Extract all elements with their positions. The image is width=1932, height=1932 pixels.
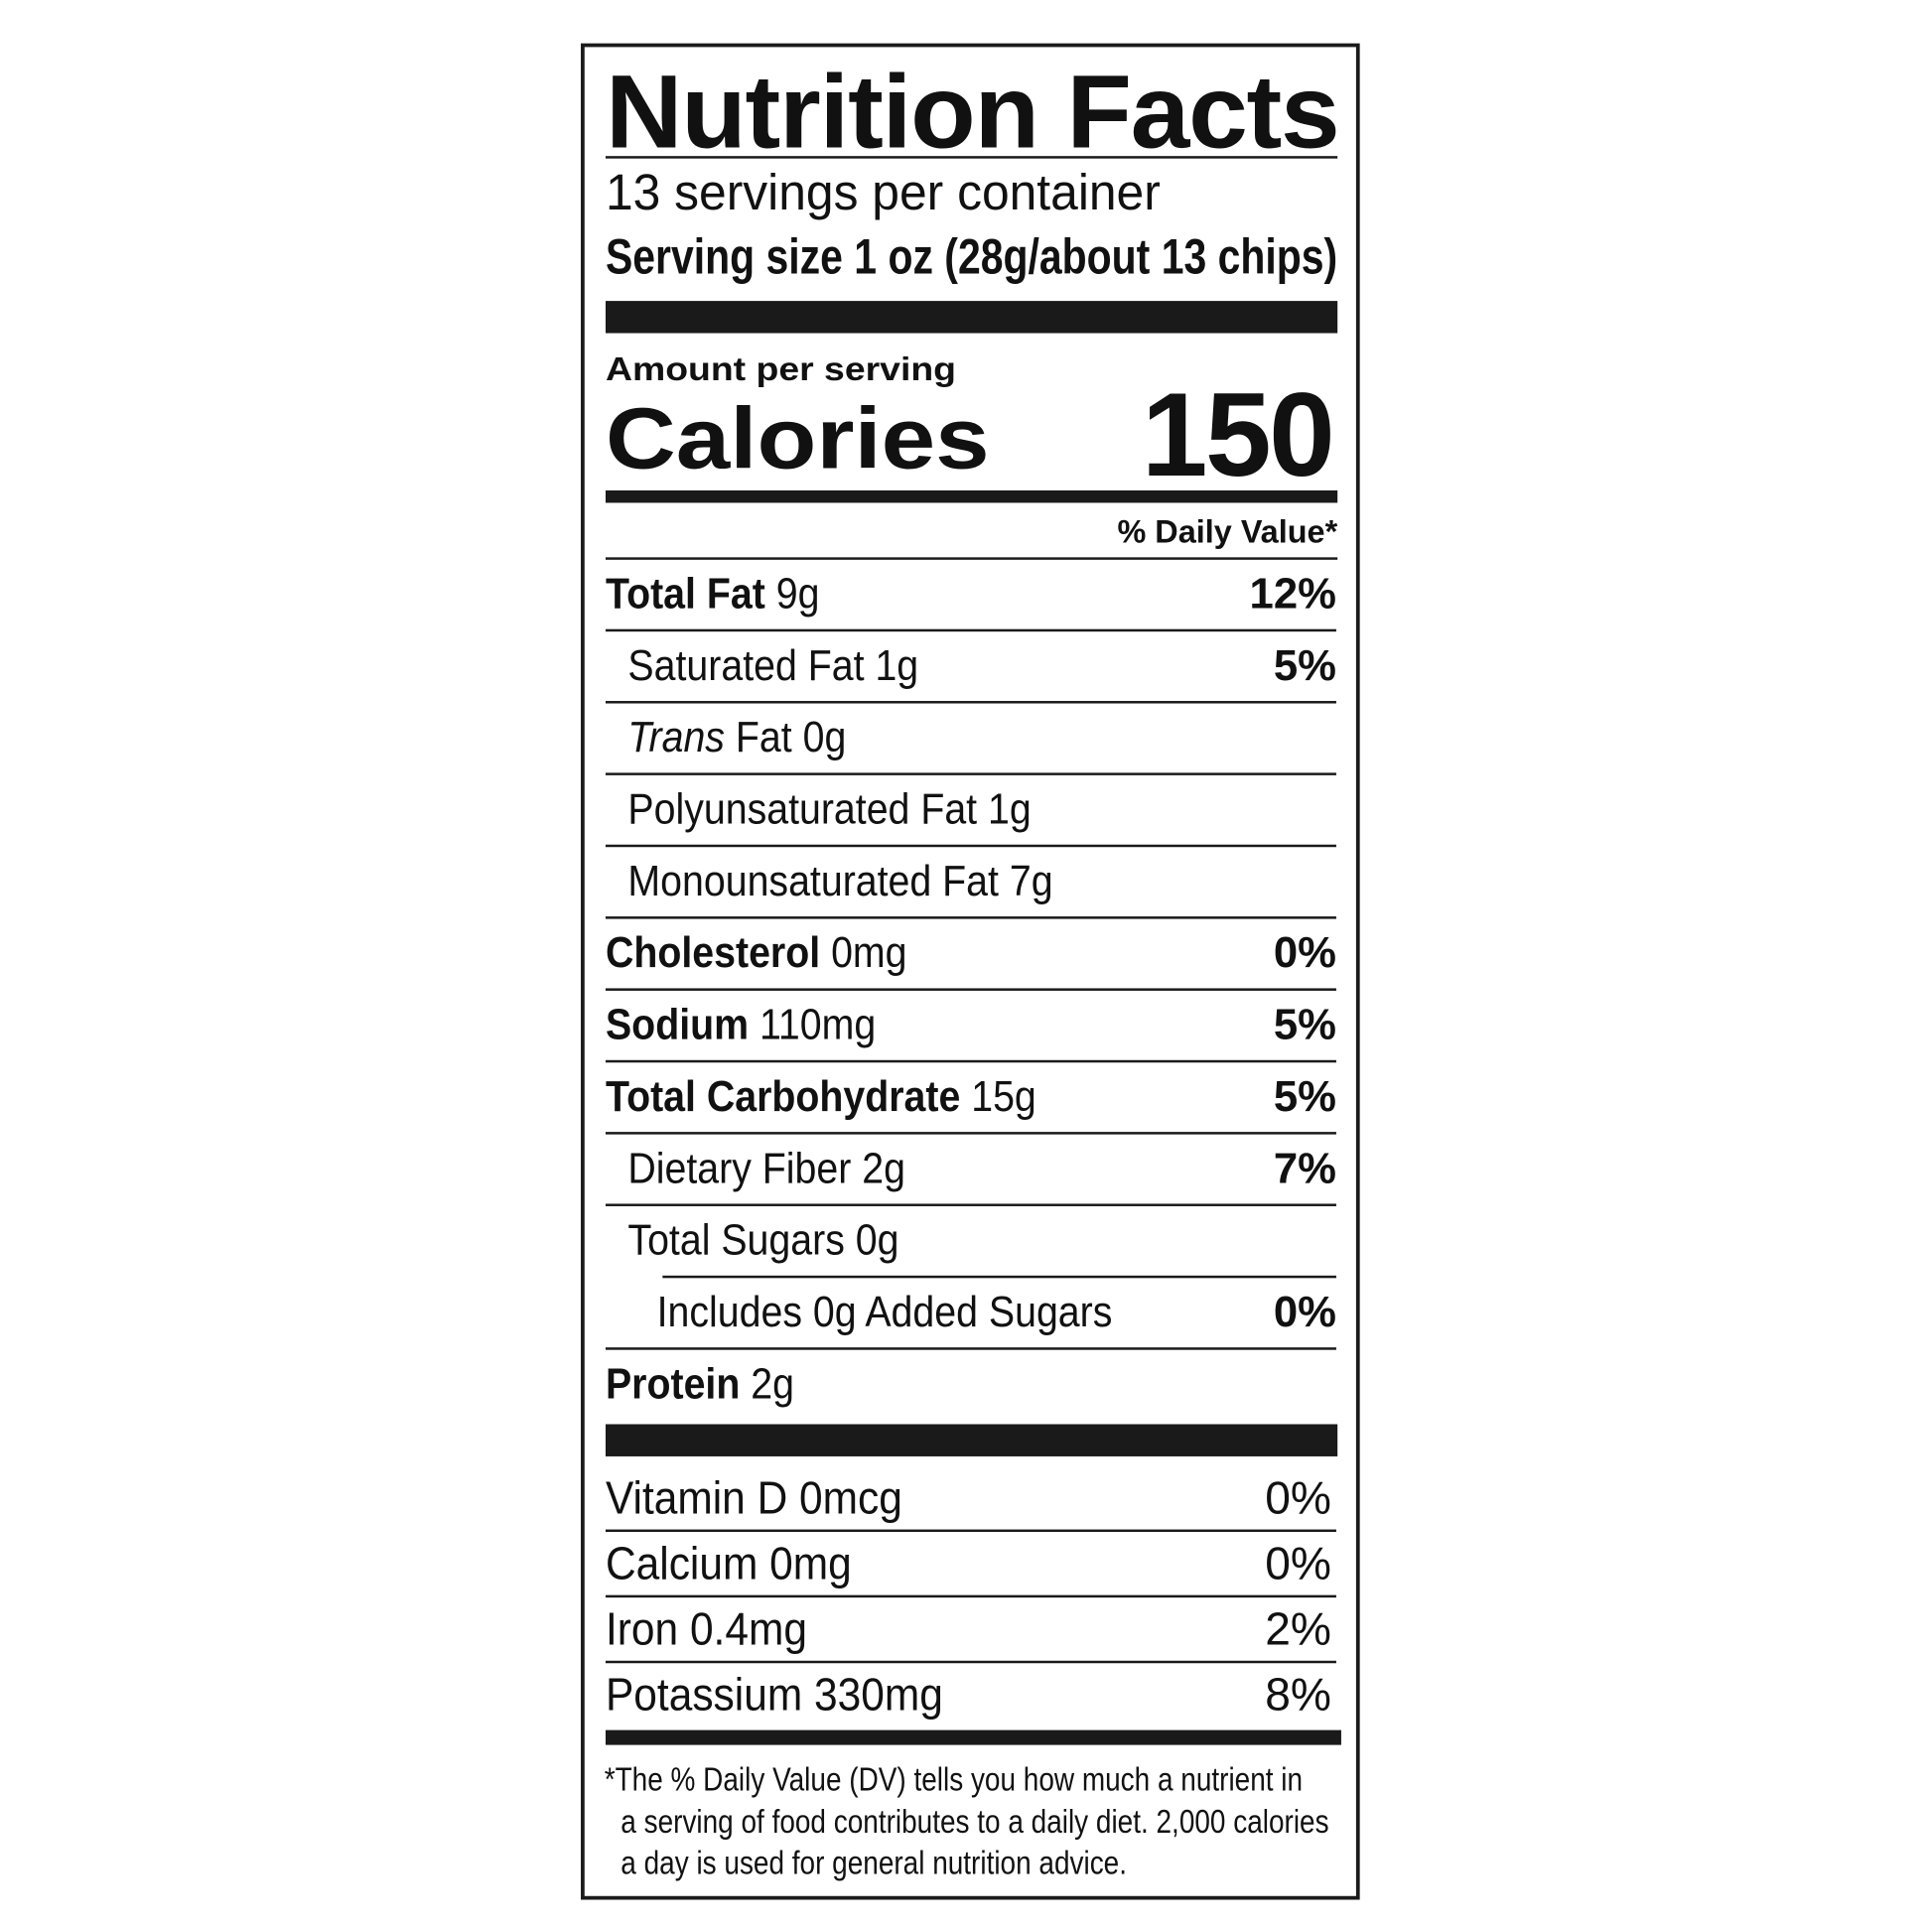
calories-value: 150 [1141,368,1335,502]
vitamin-row: Iron 0.4mg 2% [605,1597,1336,1664]
daily-value-percent: 0% [1273,1288,1336,1336]
nutrient-row: Cholesterol 0mg 0% [605,919,1336,991]
vitamin-name: Vitamin D 0mcg [605,1471,902,1523]
nutrient-label: Protein [605,1359,741,1409]
nutrient-name: Sodium 110mg [606,1001,876,1050]
nutrient-row: Sodium 110mg 5% [605,991,1336,1063]
vitamin-percent: 0% [1265,1471,1331,1523]
amount-per-serving: Amount per serving [606,350,1337,387]
vitamin-percent: 0% [1265,1537,1331,1588]
nutrient-label: Dietary Fiber [627,1144,852,1193]
nutrient-name: Total Fat 9g [606,570,819,620]
nutrient-amount: 9g [775,569,820,619]
footnote-line: a serving of food contributes to a daily… [621,1802,1329,1841]
nutrient-label: Sodium [605,1000,750,1049]
daily-value-percent: 12% [1249,569,1336,619]
nutrient-amount: 1g [988,784,1032,834]
footnote-line: *The % Daily Value (DV) tells you how mu… [604,1760,1304,1799]
nutrient-name: Polyunsaturated Fat 1g [606,784,1032,835]
thick-divider [605,1424,1338,1456]
nutrient-label: Total Fat [605,569,765,619]
nutrient-label: Fat [735,713,792,762]
servings-text: 13 servings per container [605,163,1161,221]
nutrient-name: Trans Fat 0g [606,714,846,763]
nutrient-amount: 1g [875,641,919,690]
serving-size: Serving size 1 oz (28g/about 13 chips) [606,229,1337,286]
vitamin-row: Potassium 330mg 8% [606,1663,1336,1726]
divider [662,1275,1336,1279]
nutrient-row: Total Fat 9g 12% [605,560,1336,632]
vitamin-name: Iron 0.4mg [605,1602,807,1654]
nutrient-label: Total Sugars [627,1215,845,1265]
label-title: Nutrition Facts [605,53,1340,170]
vitamin-percent: 2% [1265,1602,1331,1654]
nutrient-label: Monounsaturated Fat [627,857,999,905]
nutrient-italic-name: Trans [627,713,725,762]
nutrient-row: Trans Fat 0g [605,704,1336,775]
nutrient-row: Includes 0g Added Sugars 0% [605,1278,1336,1350]
serving-size-text: Serving size 1 oz (28g/about 13 chips) [605,230,1338,285]
vitamin-row: Vitamin D 0mcg 0% [605,1466,1336,1533]
nutrient-row: Monounsaturated Fat 7g [605,847,1336,919]
daily-value-percent: 5% [1273,1000,1336,1049]
calories-label: Calories [605,389,990,487]
nutrient-name: Cholesterol 0mg [606,929,907,979]
nutrient-label: Saturated Fat [627,641,865,690]
nutrient-name: Protein 2g [606,1360,794,1410]
vitamin-percent: 8% [1265,1668,1331,1721]
label-border [581,43,1360,1900]
amount-text: Amount per serving [605,350,956,388]
nutrient-amount: 2g [862,1144,905,1193]
footnote-line: a day is used for general nutrition advi… [621,1844,1127,1881]
nutrient-amount: 15g [971,1072,1036,1121]
servings-per-container: 13 servings per container [606,165,1337,219]
vitamin-row: Calcium 0mg 0% [605,1532,1336,1598]
nutrient-name: Monounsaturated Fat 7g [606,857,1053,906]
nutrient-row: Protein 2g [606,1350,1336,1420]
nutrient-name: Total Carbohydrate 15g [606,1072,1036,1122]
daily-value-percent: 0% [1273,928,1336,978]
nutrient-row: Dietary Fiber 2g 7% [605,1135,1336,1206]
nutrient-name: Dietary Fiber 2g [606,1145,905,1194]
title-text: Nutrition Facts [605,53,1340,170]
medium-divider [605,489,1338,503]
daily-value-percent: 7% [1273,1144,1336,1193]
thick-divider [605,301,1338,334]
daily-value-header: % Daily Value* [1117,512,1338,550]
calories-row: Calories 150 [605,376,1337,495]
nutrient-name: Total Sugars 0g [606,1215,899,1266]
nutrient-row: Total Carbohydrate 15g 5% [605,1062,1336,1135]
nutrient-label: Cholesterol [605,928,821,978]
nutrient-amount: 0g [802,713,847,762]
vitamin-name: Calcium 0mg [605,1537,852,1588]
nutrient-amount: 110mg [759,1000,877,1049]
divider [605,557,1338,560]
daily-value-percent: 5% [1273,1072,1336,1121]
nutrient-row: Saturated Fat 1g 5% [605,631,1336,704]
nutrient-amount: 2g [751,1359,794,1409]
nutrient-label: Includes 0g Added Sugars [656,1288,1113,1336]
medium-divider [605,1729,1341,1745]
nutrient-name: Saturated Fat 1g [606,641,918,691]
vitamin-name: Potassium 330mg [605,1668,943,1721]
divider [605,156,1338,159]
nutrient-row: Total Sugars 0g [606,1206,1336,1276]
nutrient-label: Total Carbohydrate [605,1072,961,1121]
daily-value-percent: 5% [1273,641,1336,690]
nutrient-label: Polyunsaturated Fat [627,784,978,834]
nutrient-amount: 7g [1009,857,1053,905]
nutrient-name: Includes 0g Added Sugars [606,1288,1113,1337]
nutrient-row: Polyunsaturated Fat 1g [605,775,1336,848]
nutrient-amount: 0mg [831,928,907,978]
footnote: *The % Daily Value (DV) tells you how mu… [605,1760,1347,1884]
nutrient-amount: 0g [855,1215,899,1265]
